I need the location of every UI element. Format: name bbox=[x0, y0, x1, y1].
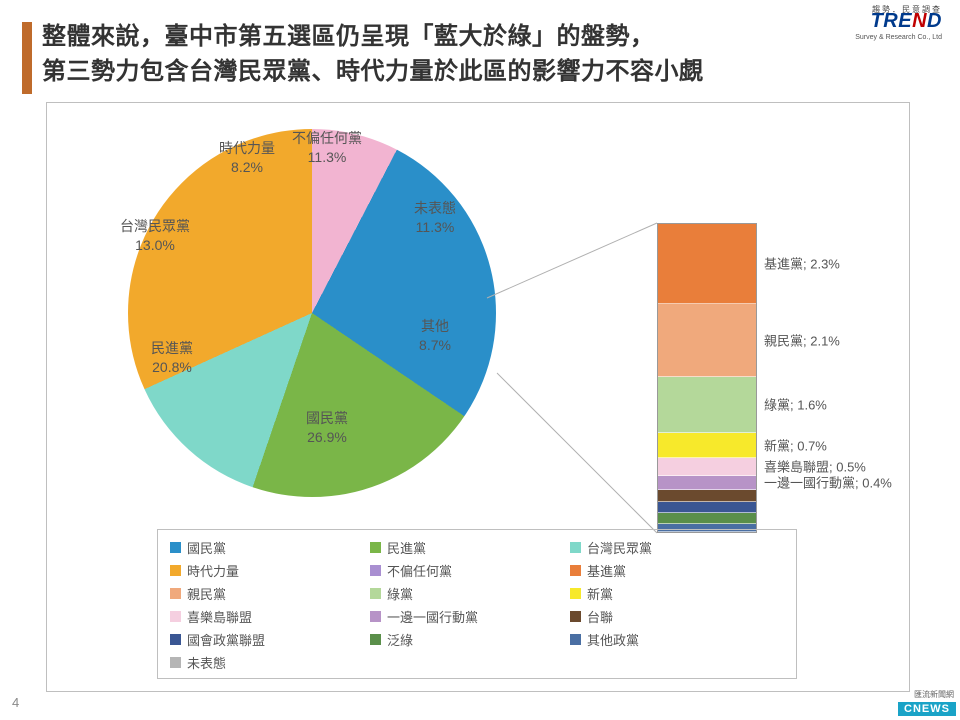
legend-swatch bbox=[370, 542, 381, 553]
slide-title: 整體來說，臺中市第五選區仍呈現「藍大於綠」的盤勢， 第三勢力包含台灣民眾黨、時代… bbox=[42, 20, 862, 90]
legend-swatch bbox=[170, 542, 181, 553]
legend-item: 親民黨 bbox=[170, 584, 370, 603]
legend-item: 時代力量 bbox=[170, 561, 370, 580]
legend-label: 新黨 bbox=[587, 584, 613, 603]
legend-item: 民進黨 bbox=[370, 538, 570, 557]
legend-item: 其他政黨 bbox=[570, 630, 770, 649]
legend-label: 時代力量 bbox=[187, 561, 239, 580]
cnews-badge: CNEWS bbox=[898, 702, 956, 716]
legend-item: 新黨 bbox=[570, 584, 770, 603]
legend-swatch bbox=[570, 542, 581, 553]
legend-item: 未表態 bbox=[170, 653, 370, 672]
legend-swatch bbox=[170, 634, 181, 645]
legend-item: 綠黨 bbox=[370, 584, 570, 603]
legend-swatch bbox=[570, 588, 581, 599]
legend-label: 未表態 bbox=[187, 653, 226, 672]
title-line-1: 整體來說，臺中市第五選區仍呈現「藍大於綠」的盤勢， bbox=[42, 20, 862, 55]
legend-item: 國會政黨聯盟 bbox=[170, 630, 370, 649]
legend-item: 基進黨 bbox=[570, 561, 770, 580]
legend-label: 民進黨 bbox=[387, 538, 426, 557]
legend-label: 台聯 bbox=[587, 607, 613, 626]
legend-swatch bbox=[570, 565, 581, 576]
bar-segment bbox=[658, 502, 756, 513]
legend-swatch bbox=[170, 588, 181, 599]
legend-label: 綠黨 bbox=[387, 584, 413, 603]
bar-segment: 親民黨; 2.1% bbox=[658, 304, 756, 377]
legend-label: 喜樂島聯盟 bbox=[187, 607, 252, 626]
bar-segment: 喜樂島聯盟; 0.5% bbox=[658, 458, 756, 476]
legend-label: 一邊一國行動黨 bbox=[387, 607, 478, 626]
cnews-subtitle: 匯流新聞網 bbox=[914, 689, 954, 700]
bar-segment-label: 新黨; 0.7% bbox=[764, 435, 827, 454]
legend-label: 其他政黨 bbox=[587, 630, 639, 649]
legend-swatch bbox=[170, 611, 181, 622]
legend-label: 國民黨 bbox=[187, 538, 226, 557]
legend-item: 不偏任何黨 bbox=[370, 561, 570, 580]
bar-segment-label: 基進黨; 2.3% bbox=[764, 254, 840, 273]
page-number: 4 bbox=[12, 695, 19, 710]
bar-segment: 新黨; 0.7% bbox=[658, 433, 756, 458]
legend-item: 國民黨 bbox=[170, 538, 370, 557]
legend-label: 親民黨 bbox=[187, 584, 226, 603]
bar-segment-label: 一邊一國行動黨; 0.4% bbox=[764, 473, 892, 492]
bar-segment: 一邊一國行動黨; 0.4% bbox=[658, 476, 756, 491]
bar-segment bbox=[658, 490, 756, 501]
legend-item: 一邊一國行動黨 bbox=[370, 607, 570, 626]
legend-item: 喜樂島聯盟 bbox=[170, 607, 370, 626]
title-line-2: 第三勢力包含台灣民眾黨、時代力量於此區的影響力不容小覷 bbox=[42, 55, 862, 90]
legend-label: 國會政黨聯盟 bbox=[187, 630, 265, 649]
legend-label: 台灣民眾黨 bbox=[587, 538, 652, 557]
legend-swatch bbox=[370, 634, 381, 645]
bar-segment-label: 綠黨; 1.6% bbox=[764, 395, 827, 414]
legend-swatch bbox=[170, 565, 181, 576]
legend-swatch bbox=[170, 657, 181, 668]
bar-segment-label: 親民黨; 2.1% bbox=[764, 330, 840, 349]
trend-logo: TREND bbox=[871, 10, 942, 33]
legend-swatch bbox=[570, 611, 581, 622]
legend-label: 基進黨 bbox=[587, 561, 626, 580]
legend-swatch bbox=[370, 611, 381, 622]
bar-segment bbox=[658, 513, 756, 524]
legend-swatch bbox=[570, 634, 581, 645]
legend-item: 台灣民眾黨 bbox=[570, 538, 770, 557]
legend-swatch bbox=[370, 565, 381, 576]
accent-bar bbox=[22, 22, 32, 94]
legend-label: 泛綠 bbox=[387, 630, 413, 649]
legend-label: 不偏任何黨 bbox=[387, 561, 452, 580]
chart-frame: 不偏任何黨11.3%未表態11.3%其他8.7%國民黨26.9%民進黨20.8%… bbox=[46, 102, 910, 692]
legend-item: 泛綠 bbox=[370, 630, 570, 649]
bar-of-pie: 基進黨; 2.3%親民黨; 2.1%綠黨; 1.6%新黨; 0.7%喜樂島聯盟;… bbox=[657, 223, 757, 533]
legend-swatch bbox=[370, 588, 381, 599]
bar-segment: 綠黨; 1.6% bbox=[658, 377, 756, 433]
bar-segment: 基進黨; 2.3% bbox=[658, 224, 756, 304]
legend-item: 台聯 bbox=[570, 607, 770, 626]
logo-subtitle: Survey & Research Co., Ltd bbox=[855, 34, 942, 41]
legend: 國民黨 民進黨 台灣民眾黨時代力量 不偏任何黨 基進黨親民黨 綠黨 新黨喜樂島聯盟 一邊一國行… bbox=[157, 529, 797, 679]
